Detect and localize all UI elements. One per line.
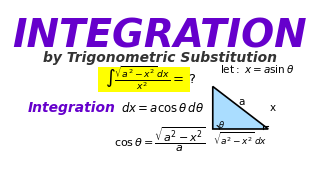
Text: $\cos\theta = \dfrac{\sqrt{a^2 - x^2}}{a}$: $\cos\theta = \dfrac{\sqrt{a^2 - x^2}}{a… xyxy=(114,126,205,154)
Text: x: x xyxy=(269,103,276,113)
Text: $dx = a\cos\theta\,d\theta$: $dx = a\cos\theta\,d\theta$ xyxy=(121,101,204,115)
Text: a: a xyxy=(238,96,244,107)
Text: INTEGRATION: INTEGRATION xyxy=(13,17,307,55)
Text: $\theta$: $\theta$ xyxy=(218,119,225,130)
Text: $\int \frac{\sqrt{a^2 - x^2}\,dx}{x^2} = \,?$: $\int \frac{\sqrt{a^2 - x^2}\,dx}{x^2} =… xyxy=(105,65,196,92)
FancyBboxPatch shape xyxy=(98,67,190,92)
Text: by Trigonometric Substitution: by Trigonometric Substitution xyxy=(43,51,277,65)
Text: $\sqrt{a^2 - x^2}\,dx$: $\sqrt{a^2 - x^2}\,dx$ xyxy=(212,131,267,148)
Polygon shape xyxy=(213,86,268,129)
Text: Integration: Integration xyxy=(28,101,115,115)
Text: $\mathrm{let:}\ x = a\sin\theta$: $\mathrm{let:}\ x = a\sin\theta$ xyxy=(220,63,294,75)
